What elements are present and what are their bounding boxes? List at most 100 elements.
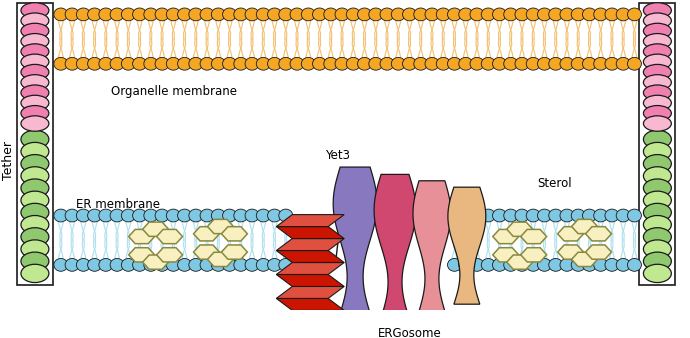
Circle shape [166, 259, 180, 271]
Circle shape [189, 259, 203, 271]
Circle shape [448, 57, 462, 70]
Polygon shape [298, 231, 338, 268]
Ellipse shape [643, 179, 671, 197]
Circle shape [223, 209, 237, 222]
Ellipse shape [643, 191, 671, 210]
Circle shape [77, 209, 90, 222]
Circle shape [189, 209, 203, 222]
Circle shape [560, 259, 574, 271]
Circle shape [357, 57, 371, 70]
Circle shape [211, 209, 226, 222]
Circle shape [99, 8, 113, 21]
Circle shape [470, 57, 484, 70]
Circle shape [223, 259, 237, 271]
Polygon shape [276, 215, 344, 226]
Ellipse shape [21, 44, 49, 59]
Circle shape [605, 8, 619, 21]
Circle shape [189, 8, 203, 21]
Ellipse shape [21, 23, 49, 39]
Circle shape [515, 259, 529, 271]
Polygon shape [506, 222, 533, 236]
Ellipse shape [21, 13, 49, 28]
Ellipse shape [21, 154, 49, 173]
Circle shape [526, 8, 540, 21]
Circle shape [538, 8, 551, 21]
Circle shape [313, 57, 326, 70]
Text: Organelle membrane: Organelle membrane [110, 85, 237, 98]
Circle shape [391, 57, 405, 70]
Polygon shape [571, 219, 598, 234]
Circle shape [189, 57, 203, 70]
Circle shape [166, 209, 180, 222]
Circle shape [560, 209, 574, 222]
Circle shape [256, 8, 270, 21]
Circle shape [481, 259, 495, 271]
Polygon shape [448, 187, 486, 304]
Circle shape [538, 259, 551, 271]
Text: Tether: Tether [3, 141, 15, 180]
Circle shape [256, 57, 270, 70]
Bar [640, 3, 676, 285]
Circle shape [324, 57, 338, 70]
Circle shape [459, 57, 473, 70]
Circle shape [481, 57, 495, 70]
Circle shape [144, 259, 158, 271]
Ellipse shape [21, 75, 49, 90]
Circle shape [54, 259, 68, 271]
Circle shape [256, 209, 270, 222]
Circle shape [245, 259, 259, 271]
Circle shape [593, 57, 608, 70]
Circle shape [627, 8, 642, 21]
Circle shape [526, 259, 540, 271]
Ellipse shape [643, 130, 671, 148]
Circle shape [313, 8, 326, 21]
Ellipse shape [21, 65, 49, 80]
Circle shape [155, 8, 169, 21]
Circle shape [245, 57, 259, 70]
Polygon shape [276, 250, 344, 263]
Polygon shape [506, 255, 533, 269]
Ellipse shape [643, 116, 671, 131]
Circle shape [504, 259, 518, 271]
Circle shape [268, 8, 282, 21]
Circle shape [268, 209, 282, 222]
Circle shape [200, 209, 214, 222]
Ellipse shape [21, 3, 49, 18]
Ellipse shape [643, 252, 671, 270]
Circle shape [368, 57, 383, 70]
Circle shape [627, 57, 642, 70]
Circle shape [493, 8, 506, 21]
Circle shape [200, 259, 214, 271]
Circle shape [54, 209, 68, 222]
Circle shape [177, 8, 192, 21]
Circle shape [110, 209, 124, 222]
Circle shape [290, 57, 304, 70]
Polygon shape [221, 227, 248, 241]
Circle shape [110, 8, 124, 21]
Circle shape [234, 8, 248, 21]
Circle shape [65, 8, 79, 21]
Circle shape [538, 209, 551, 222]
Circle shape [268, 57, 282, 70]
Circle shape [582, 209, 596, 222]
Circle shape [54, 57, 68, 70]
Polygon shape [276, 239, 344, 250]
Circle shape [402, 8, 417, 21]
Circle shape [616, 8, 630, 21]
Polygon shape [521, 230, 546, 244]
Polygon shape [221, 245, 248, 259]
Circle shape [616, 259, 630, 271]
Ellipse shape [21, 216, 49, 234]
Circle shape [368, 8, 383, 21]
Circle shape [605, 259, 619, 271]
Circle shape [470, 259, 484, 271]
Circle shape [65, 57, 79, 70]
Ellipse shape [21, 85, 49, 100]
Circle shape [605, 209, 619, 222]
Ellipse shape [21, 264, 49, 283]
Circle shape [99, 259, 113, 271]
Circle shape [493, 259, 506, 271]
Circle shape [414, 57, 428, 70]
Circle shape [88, 8, 101, 21]
Circle shape [571, 57, 585, 70]
